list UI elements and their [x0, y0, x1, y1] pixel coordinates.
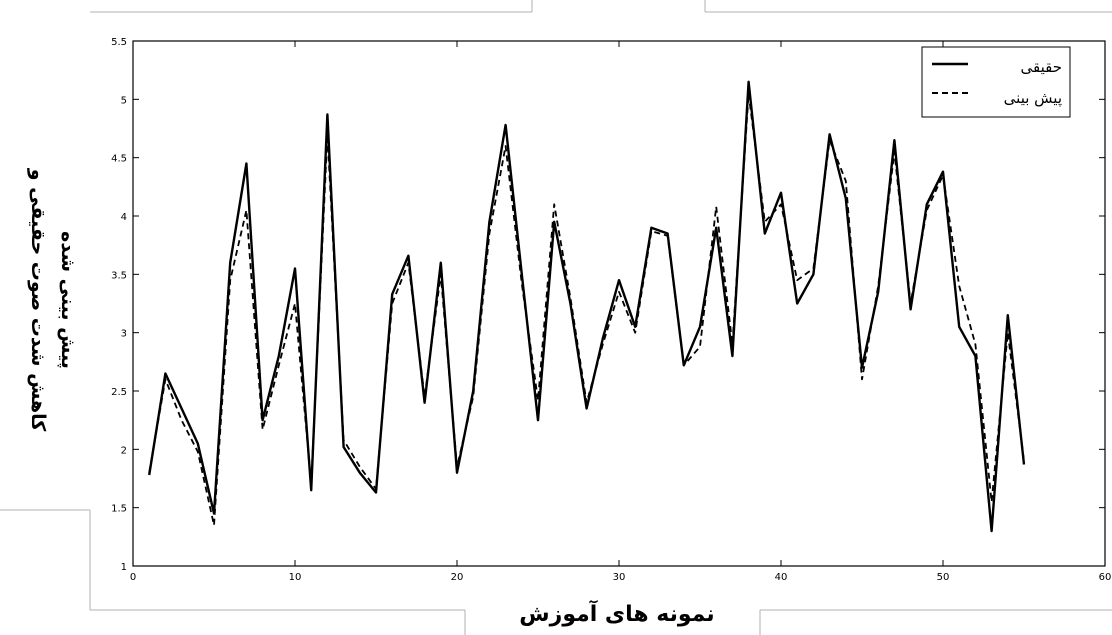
x-tick-label: 50: [937, 572, 950, 583]
y-tick-label: 4: [121, 212, 127, 223]
series-layer: [148, 80, 1026, 533]
y-tick-label: 3: [121, 329, 127, 340]
y-axis-title-line-1: کاهش شدت صوت حقیقی و: [27, 168, 49, 433]
y-tick-label: 5: [121, 95, 127, 106]
y-axis-title-line-2: پیش بینی شده: [57, 231, 79, 369]
x-axis-ticks: 0 10 20 30 40 50 60: [130, 41, 1112, 583]
y-axis-title: کاهش شدت صوت حقیقی و پیش بینی شده: [27, 168, 79, 433]
legend: حقیقی پیش بینی: [921, 46, 1071, 118]
x-tick-label: 40: [775, 572, 788, 583]
x-tick-label: 10: [289, 572, 302, 583]
plot-area-frame: [132, 40, 1106, 567]
x-tick-label: 0: [130, 572, 136, 583]
series-line-actual: [148, 80, 1026, 533]
y-tick-label: 1.5: [111, 504, 127, 515]
x-axis-title: نمونه های آموزش: [519, 599, 714, 627]
x-tick-label: 20: [451, 572, 464, 583]
legend-box: [921, 46, 1071, 118]
legend-label-predicted: پیش بینی: [1004, 89, 1062, 108]
x-tick-label: 60: [1099, 572, 1112, 583]
y-tick-label: 5.5: [111, 37, 127, 48]
y-tick-label: 4.5: [111, 154, 127, 165]
x-tick-label: 30: [613, 572, 626, 583]
legend-label-actual: حقیقی: [1021, 58, 1062, 76]
y-tick-label: 2: [121, 445, 127, 456]
y-axis-ticks: 1 1.5 2 2.5 3 3.5 4 4.5 5 5.5: [111, 37, 1105, 573]
y-tick-label: 2.5: [111, 387, 127, 398]
y-tick-label: 1: [121, 562, 127, 573]
y-tick-label: 3.5: [111, 270, 127, 281]
